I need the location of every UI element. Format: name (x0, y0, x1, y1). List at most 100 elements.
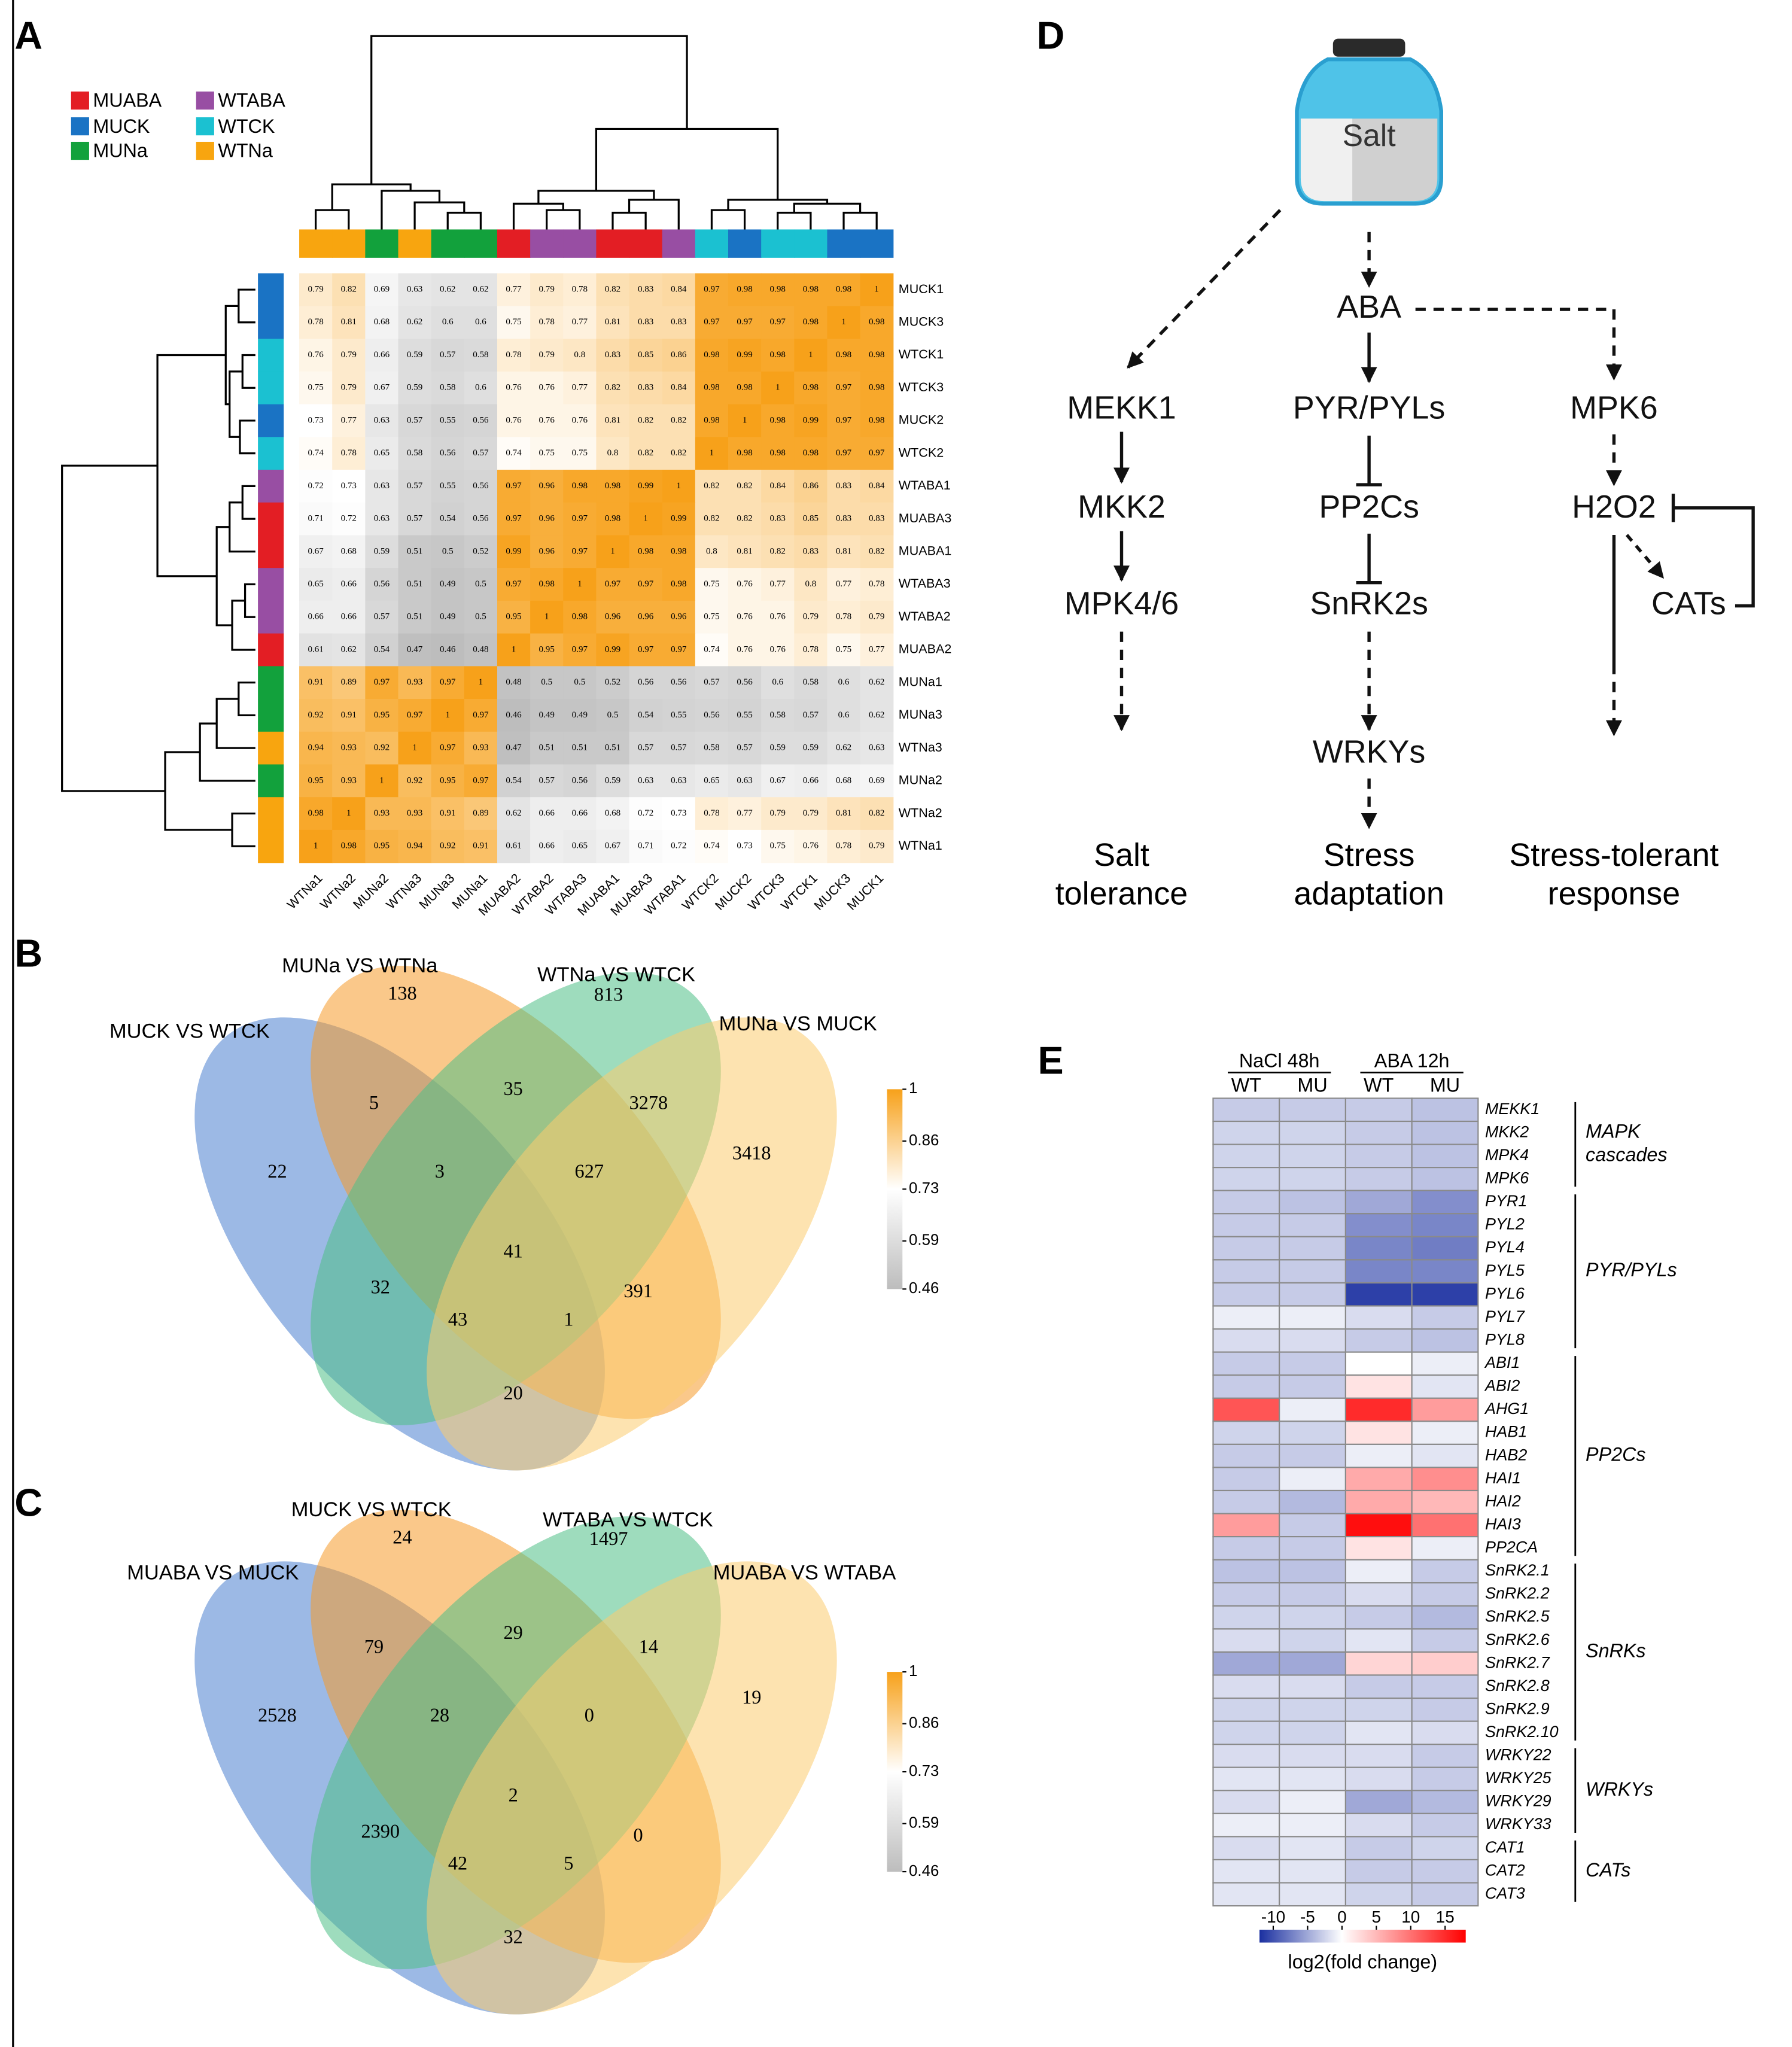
venn-count: 24 (393, 1526, 412, 1548)
heatmap-cell (1212, 1489, 1280, 1514)
cell-value: 0.75 (308, 383, 323, 393)
heatmap-cell (365, 764, 399, 798)
heatmap-cell (464, 568, 498, 601)
cell-value: 0.98 (836, 350, 851, 360)
row-group-label: SnRKs (1586, 1640, 1646, 1661)
cell-value: 1 (775, 383, 780, 393)
cell-value: 0.98 (704, 415, 719, 425)
cell-value: 0.56 (704, 710, 720, 720)
heatmap-cell (563, 764, 597, 798)
heatmap-cell (464, 829, 498, 863)
heatmap-cell (860, 306, 894, 339)
column-label: WT (1364, 1075, 1394, 1096)
gene-label: AHG1 (1484, 1400, 1529, 1418)
pathway-node: ABA (1337, 289, 1401, 325)
cell-value: 0.98 (671, 579, 686, 589)
column-annotation (827, 229, 861, 258)
cell-value: 0.97 (737, 317, 753, 327)
heatmap-cell (596, 829, 630, 863)
cell-value: 0.54 (440, 514, 456, 524)
heatmap-cell (464, 731, 498, 765)
cell-value: 0.81 (605, 415, 620, 425)
gene-label: SnRK2.8 (1485, 1677, 1550, 1695)
heatmap-cell (860, 666, 894, 699)
cell-value: 0.75 (704, 579, 719, 589)
heatmap-cell (563, 306, 597, 339)
pathway-node: MPK6 (1570, 390, 1658, 425)
cell-value: 0.97 (473, 710, 489, 720)
cell-value: 0.51 (605, 743, 620, 753)
heatmap-cell (827, 339, 861, 372)
cell-value: 0.93 (407, 808, 422, 818)
heatmap-cell (761, 829, 795, 863)
heatmap-cell (1411, 1421, 1479, 1445)
heatmap-cell (596, 535, 630, 568)
heatmap-cell (431, 404, 465, 437)
heatmap-cell (299, 568, 333, 601)
heatmap-cell (629, 764, 663, 798)
heatmap-cell (728, 829, 762, 863)
heatmap-cell (1344, 1559, 1413, 1584)
gene-label: SnRK2.7 (1485, 1653, 1550, 1671)
gene-label: WRKY33 (1485, 1815, 1551, 1833)
cell-value: 0.58 (704, 743, 719, 753)
cell-value: 0.85 (638, 350, 653, 360)
heatmap-cell (695, 339, 729, 372)
heatmap-cell (794, 568, 828, 601)
legend-label: MUABA (93, 90, 162, 111)
heatmap-cell (695, 404, 729, 437)
heatmap-cell (365, 470, 399, 503)
cell-value: 0.71 (308, 514, 323, 524)
cell-value: 0.79 (341, 383, 357, 393)
heatmap-cell (332, 666, 366, 699)
heatmap-cell (1344, 1513, 1413, 1538)
row-annotation (258, 502, 284, 536)
cell-value: 0.57 (737, 743, 753, 753)
cell-value: 0.82 (737, 481, 752, 491)
heatmap-cell (464, 273, 498, 307)
heatmap-cell (1279, 1489, 1346, 1514)
row-annotation (258, 600, 284, 634)
gene-label: HAI2 (1485, 1492, 1521, 1510)
heatmap-cell (1411, 1443, 1479, 1468)
heatmap-cell (794, 535, 828, 568)
heatmap-cell (431, 829, 465, 863)
column-annotation (695, 229, 729, 258)
cell-value: 0.59 (407, 350, 422, 360)
heatmap-cell (563, 437, 597, 470)
venn-count: 20 (504, 1382, 523, 1403)
cell-value: 0.82 (704, 514, 719, 524)
cell-value: 0.77 (737, 808, 753, 818)
heatmap-cell (827, 568, 861, 601)
row-label: WTNa2 (899, 805, 942, 820)
cell-value: 0.66 (341, 612, 357, 622)
colorbar (1259, 1929, 1466, 1943)
cell-value: 0.49 (572, 710, 588, 720)
heatmap-cell (563, 404, 597, 437)
heatmap-cell (1344, 1790, 1413, 1814)
heatmap-cell (464, 339, 498, 372)
heatmap-cell (695, 764, 729, 798)
cell-value: 1 (610, 546, 615, 556)
heatmap-cell (1212, 1674, 1280, 1699)
cell-value: 0.77 (572, 383, 588, 393)
heatmap-cell (629, 600, 663, 634)
heatmap-cell (596, 731, 630, 765)
heatmap-cell (1411, 1882, 1479, 1907)
heatmap-cell (497, 404, 531, 437)
cell-value: 0.92 (440, 841, 455, 851)
cell-value: 0.86 (803, 481, 819, 491)
heatmap-cell (1279, 1513, 1346, 1538)
heatmap-cell (1279, 1282, 1346, 1307)
cell-value: 0.57 (473, 448, 489, 458)
heatmap-cell (563, 797, 597, 831)
heatmap-cell (1344, 1236, 1413, 1261)
heatmap-cell (332, 568, 366, 601)
venn-count: 0 (634, 1824, 643, 1845)
row-annotation (258, 797, 284, 831)
cell-value: 0.94 (407, 841, 423, 851)
cell-value: 0.69 (374, 285, 390, 294)
heatmap-cell (563, 535, 597, 568)
heatmap-cell (662, 371, 696, 405)
heatmap-cell (629, 470, 663, 503)
